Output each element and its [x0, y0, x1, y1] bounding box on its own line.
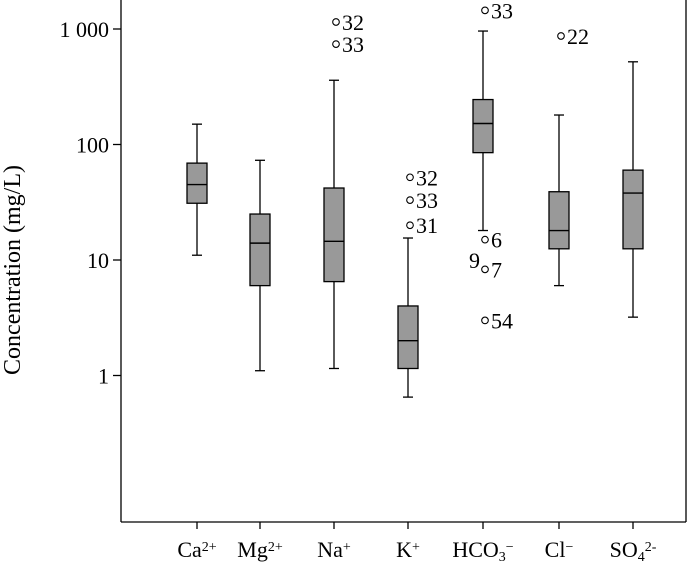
y-tick-label: 100: [76, 133, 109, 158]
outlier-label: 9: [469, 248, 480, 273]
x-tick-label: K+: [396, 537, 420, 562]
y-axis-title: Concentration (mg/L): [0, 165, 26, 375]
outlier-label: 54: [491, 308, 513, 333]
x-tick-label: Na+: [317, 537, 351, 562]
outlier-label: 33: [416, 188, 438, 213]
outlier-point: [481, 265, 489, 274]
box: [397, 305, 419, 370]
x-tick-label: SO42-: [610, 537, 657, 565]
outlier-point: [332, 18, 340, 26]
y-tick-label: 1: [98, 364, 109, 389]
outlier-point: [332, 40, 340, 48]
box: [186, 162, 208, 204]
outlier-point: [557, 32, 565, 40]
outlier-point: [406, 196, 414, 204]
outlier-point: [481, 235, 489, 244]
x-tick-label: Mg2+: [237, 537, 283, 562]
boxes: 323332333132336754922: [186, 0, 644, 398]
x-tick-label: Cl−: [545, 537, 574, 562]
y-tick-label: 10: [87, 248, 109, 273]
box: [249, 213, 271, 287]
box: [323, 187, 345, 283]
x-tick-label: Ca2+: [177, 537, 216, 562]
box: [622, 169, 644, 250]
box-group: 22: [548, 24, 589, 287]
x-tick-label: HCO3−: [452, 537, 513, 565]
box: [472, 98, 494, 154]
outlier-point: [406, 173, 414, 182]
box-group: [249, 159, 271, 372]
box-group: [186, 123, 208, 256]
outlier-label: 33: [491, 0, 513, 23]
outlier-label: 32: [416, 165, 438, 190]
outlier-label: 31: [416, 213, 438, 238]
box-group: 323367549: [469, 0, 513, 333]
outlier-point: [481, 316, 489, 325]
box: [548, 191, 570, 250]
outlier-label: 32: [342, 10, 364, 35]
outlier-point: [481, 6, 489, 15]
outlier-label: 7: [491, 257, 502, 282]
outlier-point: [406, 221, 414, 230]
outlier-label: 22: [567, 24, 589, 49]
outlier-label: 6: [491, 228, 502, 253]
y-tick-label: 1 000: [60, 17, 110, 42]
outlier-label: 33: [342, 32, 364, 57]
box-group: [622, 61, 644, 318]
